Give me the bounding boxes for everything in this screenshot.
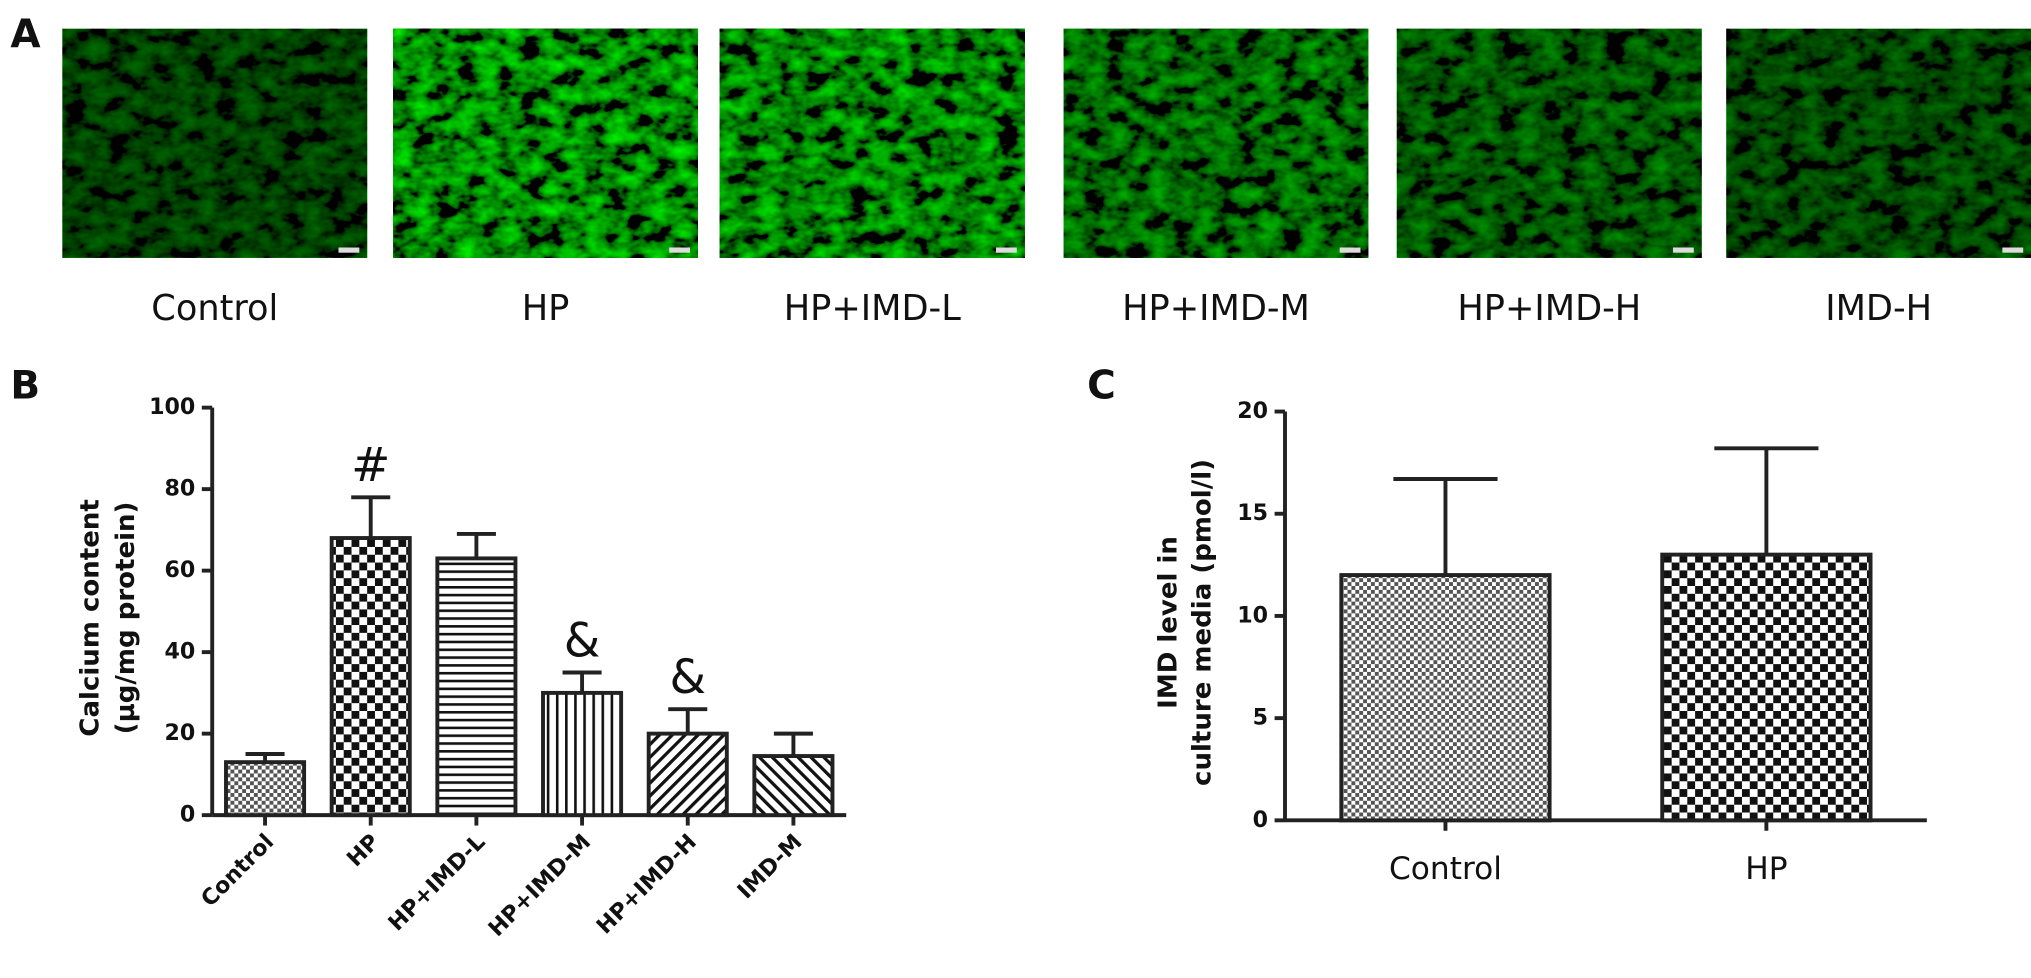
y-tick-label: 40 — [164, 639, 195, 665]
significance-label: & — [669, 651, 706, 705]
significance-label: # — [351, 439, 390, 493]
x-tick-label: HP — [1745, 851, 1787, 887]
panel-label: C — [1087, 364, 1116, 409]
y-tick-label: 20 — [164, 720, 195, 746]
image-label: Control — [151, 288, 278, 329]
y-tick-label: 0 — [1253, 807, 1268, 833]
y-tick-label: 20 — [1237, 398, 1268, 424]
micrograph — [1396, 28, 1702, 258]
y-tick-label: 5 — [1253, 705, 1268, 731]
bar — [541, 690, 624, 818]
y-tick-label: 80 — [164, 476, 195, 502]
panel-label: B — [10, 364, 40, 409]
y-axis-label: culture media (pmol/l) — [1187, 459, 1217, 786]
scale-bar — [1339, 247, 1361, 253]
bar — [224, 760, 307, 818]
x-tick-label: HP+IMD-L — [383, 829, 490, 936]
bar — [646, 731, 729, 818]
scale-bar — [2002, 247, 2024, 253]
x-tick-label: Control — [1389, 851, 1502, 887]
bar — [329, 536, 412, 818]
y-tick-label: 15 — [1237, 500, 1268, 526]
micrograph — [719, 28, 1025, 258]
scale-bar — [338, 247, 360, 253]
image-label: IMD-H — [1825, 288, 1932, 329]
y-axis-label: IMD level in — [1154, 536, 1184, 709]
panel-label: A — [10, 12, 41, 57]
y-axis-label: (µg/mg protein) — [111, 502, 141, 735]
bar — [752, 754, 835, 818]
bar — [435, 556, 518, 818]
x-tick-label: HP — [342, 829, 385, 872]
scale-bar — [1672, 247, 1694, 253]
micrograph — [62, 28, 368, 258]
image-label: HP+IMD-M — [1122, 288, 1310, 329]
x-tick-label: IMD-M — [732, 829, 807, 904]
image-label: HP — [522, 288, 570, 329]
y-tick-label: 10 — [1237, 602, 1268, 628]
significance-label: & — [564, 614, 601, 668]
x-tick-label: HP+IMD-H — [591, 829, 701, 939]
micrograph — [1063, 28, 1369, 258]
image-label: HP+IMD-H — [1457, 288, 1641, 329]
y-axis-label: Calcium content — [76, 499, 106, 736]
y-tick-label: 60 — [164, 557, 195, 583]
scale-bar — [669, 247, 691, 253]
y-tick-label: 0 — [180, 802, 195, 828]
x-tick-label: HP+IMD-M — [483, 829, 596, 942]
bar — [1339, 573, 1552, 823]
x-tick-label: Control — [196, 829, 279, 912]
y-tick-label: 100 — [149, 394, 195, 420]
micrograph — [393, 28, 698, 258]
scale-bar — [995, 247, 1017, 253]
image-label: HP+IMD-L — [784, 288, 961, 329]
bar — [1660, 552, 1873, 823]
micrograph — [1726, 28, 2031, 258]
